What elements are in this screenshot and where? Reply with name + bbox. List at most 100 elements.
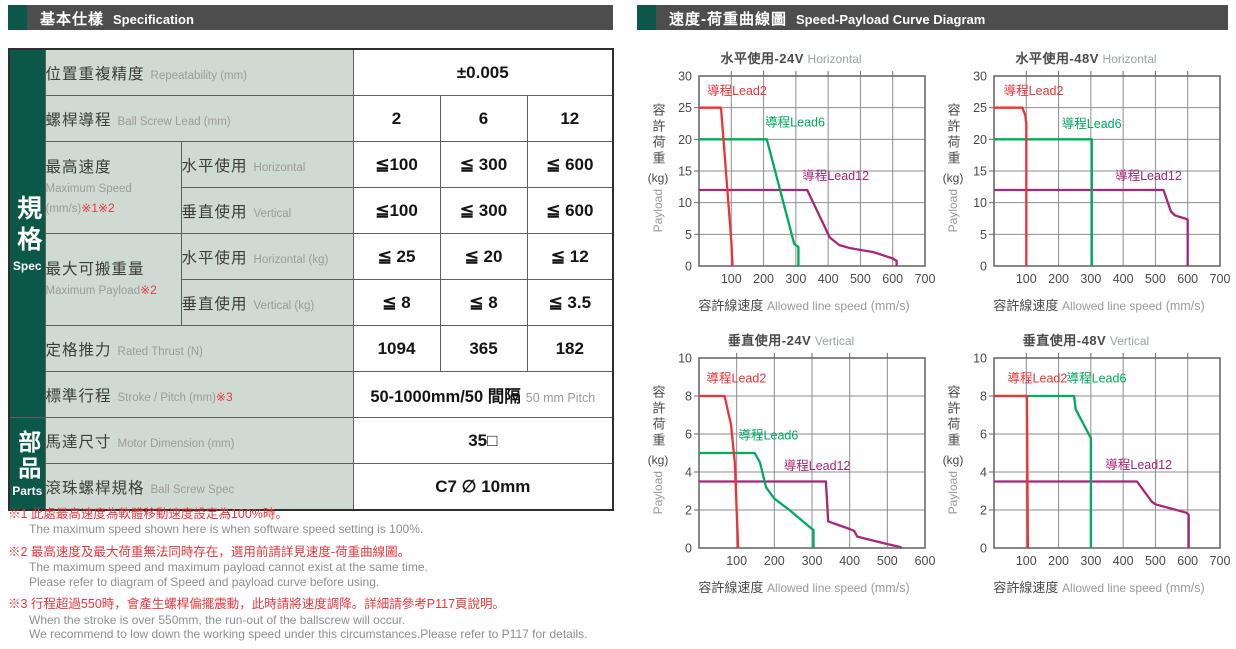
x-tick-label: 200 (753, 272, 774, 286)
y-tick-label: 0 (980, 542, 987, 556)
table-row: 規格 Spec 位置重複精度 Repeatability (mm) ±0.005 (8, 48, 614, 418)
y-axis-label: 容許荷重 (kg) Payload (645, 350, 671, 576)
x-axis-label-unit: (mm/s) (870, 581, 910, 595)
cell-stroke-label: 標準行程 Stroke / Pitch (mm)※3 (44, 371, 354, 418)
y-axis-label-unit: (kg) (647, 171, 669, 186)
x-axis-label-zh: 容許線速度 (993, 298, 1059, 313)
curve-header-title-en: Speed-Payload Curve Diagram (796, 12, 986, 27)
y-tick-label: 10 (678, 196, 692, 210)
cell-payload-v-value-0: ≦ 8 (352, 279, 441, 326)
teal-accent-square (637, 5, 656, 30)
cell-speed-v-value-0: ≦100 (352, 187, 441, 234)
y-axis-label-unit: (kg) (942, 171, 964, 186)
plot-border (993, 357, 1221, 549)
y-tick-label: 5 (685, 228, 692, 242)
series-label-導程Lead2: 導程Lead2 (1004, 83, 1064, 98)
footnote-3: ※3 行程超過550時，會產生螺桿偏擺震動，此時請將速度調降。詳細請參考P117… (8, 596, 638, 642)
series-label-導程Lead6: 導程Lead6 (765, 115, 825, 130)
speed-payload-plot: 100 200 300 400 500 600 700 0 2 4 6 8 10 導程Lead12 導程Le… (973, 352, 1230, 569)
y-tick-label: 20 (973, 133, 987, 147)
y-axis-label-en: Payload (651, 189, 665, 233)
cell-payload-horizontal-label: 水平使用 Horizontal (kg) (180, 233, 354, 280)
y-tick-label: 15 (973, 165, 987, 179)
repeatability-label-zh: 位置重複精度 (45, 65, 145, 83)
y-axis-label-en: Payload (946, 189, 960, 233)
x-tick-label: 700 (915, 272, 936, 286)
y-axis-label-zh: 容許荷重 (945, 385, 961, 450)
x-axis-label-zh: 容許線速度 (698, 298, 764, 313)
x-tick-label: 200 (1048, 272, 1069, 286)
plot-border (698, 75, 926, 267)
footnote-1-en: The maximum speed shown here is when sof… (29, 522, 424, 537)
footnote-1: ※1 此處最高速度為軟體移動速度設定為100%時。 The maximum sp… (8, 506, 638, 537)
lead-label-zh: 螺桿導程 (45, 111, 112, 129)
y-tick-label: 25 (678, 101, 692, 115)
x-tick-label: 100 (726, 554, 747, 568)
curve-header-bar: 速度-荷重曲線圖 Speed-Payload Curve Diagram (656, 5, 1228, 30)
chart-title: 垂直使用-24V Vertical (645, 330, 937, 348)
series-label-導程Lead2: 導程Lead2 (707, 371, 767, 386)
y-axis-label: 容許荷重 (kg) Payload (940, 350, 966, 576)
footnote-3-en-line1: When the stroke is over 550mm, the run-o… (29, 612, 406, 627)
x-axis-label: 容許線速度 Allowed line speed (mm/s) (966, 295, 1232, 314)
spec-header-title-en: Specification (113, 12, 194, 27)
y-tick-label: 0 (980, 260, 987, 274)
y-tick-label: 4 (685, 466, 692, 480)
y-tick-label: 20 (678, 133, 692, 147)
side-label-spec-zh: 規格 (13, 194, 42, 257)
x-axis-label-unit: (mm/s) (1165, 299, 1205, 313)
series-line-導程Lead12 (994, 188, 1189, 266)
x-tick-label: 600 (882, 272, 903, 286)
series-label-導程Lead2: 導程Lead2 (707, 83, 767, 98)
footnote-2-en-line1: The maximum speed and maximum payload ca… (29, 560, 428, 575)
chart-horizontal-24v: 水平使用-24V Horizontal 容許荷重 (kg) Payload 10… (645, 48, 937, 314)
lead-label-en: Ball Screw Lead (mm) (117, 115, 231, 128)
footnote-2-zh: ※2 最高速度及最大荷重無法同時存在，選用前請詳見速度-荷重曲線圖。 (8, 544, 411, 559)
payload-horizontal-zh: 水平使用 (181, 249, 248, 267)
curve-section-header: 速度-荷重曲線圖 Speed-Payload Curve Diagram (637, 5, 1228, 30)
cell-ballscrew-label: 滾珠螺桿規格 Ball Screw Spec (44, 463, 354, 511)
y-axis-label-zh: 容許荷重 (650, 103, 666, 168)
max-speed-label-zh: 最高速度 (45, 158, 112, 176)
x-axis-label-en: Allowed line speed (767, 299, 868, 313)
series-label-導程Lead12: 導程Lead12 (1105, 457, 1172, 472)
cell-speed-h-value-0: ≦100 (352, 141, 441, 188)
series-line-導程Lead2 (699, 106, 734, 267)
y-tick-label: 0 (685, 260, 692, 274)
x-axis-label-en: Allowed line speed (767, 581, 868, 595)
series-line-導程Lead2 (994, 394, 1030, 549)
max-payload-note-ref: ※2 (140, 282, 157, 297)
footnote-1-zh: ※1 此處最高速度為軟體移動速度設定為100%時。 (8, 507, 288, 521)
series-line-導程Lead6 (994, 394, 1093, 548)
side-label-parts-zh: 部品 (14, 429, 41, 482)
cell-stroke-value: 50-1000mm/50 間隔 50 mm Pitch (352, 371, 614, 418)
x-tick-label: 200 (764, 554, 785, 568)
x-tick-label: 200 (1048, 554, 1069, 568)
speed-payload-plot: 100 200 300 400 500 600 700 0 5 10 15 20 25 30 導程Lead1… (678, 70, 936, 287)
x-tick-label: 700 (1210, 272, 1231, 286)
table-row: 部品 Parts 馬達尺寸 Motor Dimension (mm) 35□ (8, 417, 614, 511)
teal-accent-square (8, 5, 27, 30)
x-tick-label: 400 (1113, 272, 1134, 286)
x-tick-label: 300 (785, 272, 806, 286)
side-label-parts: 部品 Parts (8, 417, 46, 511)
x-tick-label: 400 (818, 272, 839, 286)
y-tick-label: 0 (685, 542, 692, 556)
series-label-導程Lead12: 導程Lead12 (784, 458, 851, 473)
x-tick-label: 100 (1016, 272, 1037, 286)
y-tick-label: 10 (678, 352, 692, 366)
y-tick-label: 30 (678, 70, 692, 84)
x-tick-label: 500 (1145, 554, 1166, 568)
footnotes: ※1 此處最高速度為軟體移動速度設定為100%時。 The maximum sp… (8, 506, 638, 649)
ballscrew-label-zh: 滾珠螺桿規格 (45, 479, 145, 497)
y-tick-label: 10 (973, 352, 987, 366)
table-row: 最高速度 Maximum Speed (mm/s)※1※2 水平使用 Horizo… (9, 141, 614, 234)
series-label-導程Lead6: 導程Lead6 (1067, 371, 1127, 386)
side-label-spec: 規格 Spec (8, 48, 46, 418)
side-label-spec-en: Spec (12, 258, 42, 273)
thrust-label-zh: 定格推力 (45, 341, 112, 359)
x-axis-label: 容許線速度 Allowed line speed (mm/s) (671, 295, 937, 314)
cell-speed-h-value-2: ≦ 600 (526, 141, 614, 188)
series-line-導程Lead6 (699, 451, 815, 548)
x-tick-label: 500 (1145, 272, 1166, 286)
